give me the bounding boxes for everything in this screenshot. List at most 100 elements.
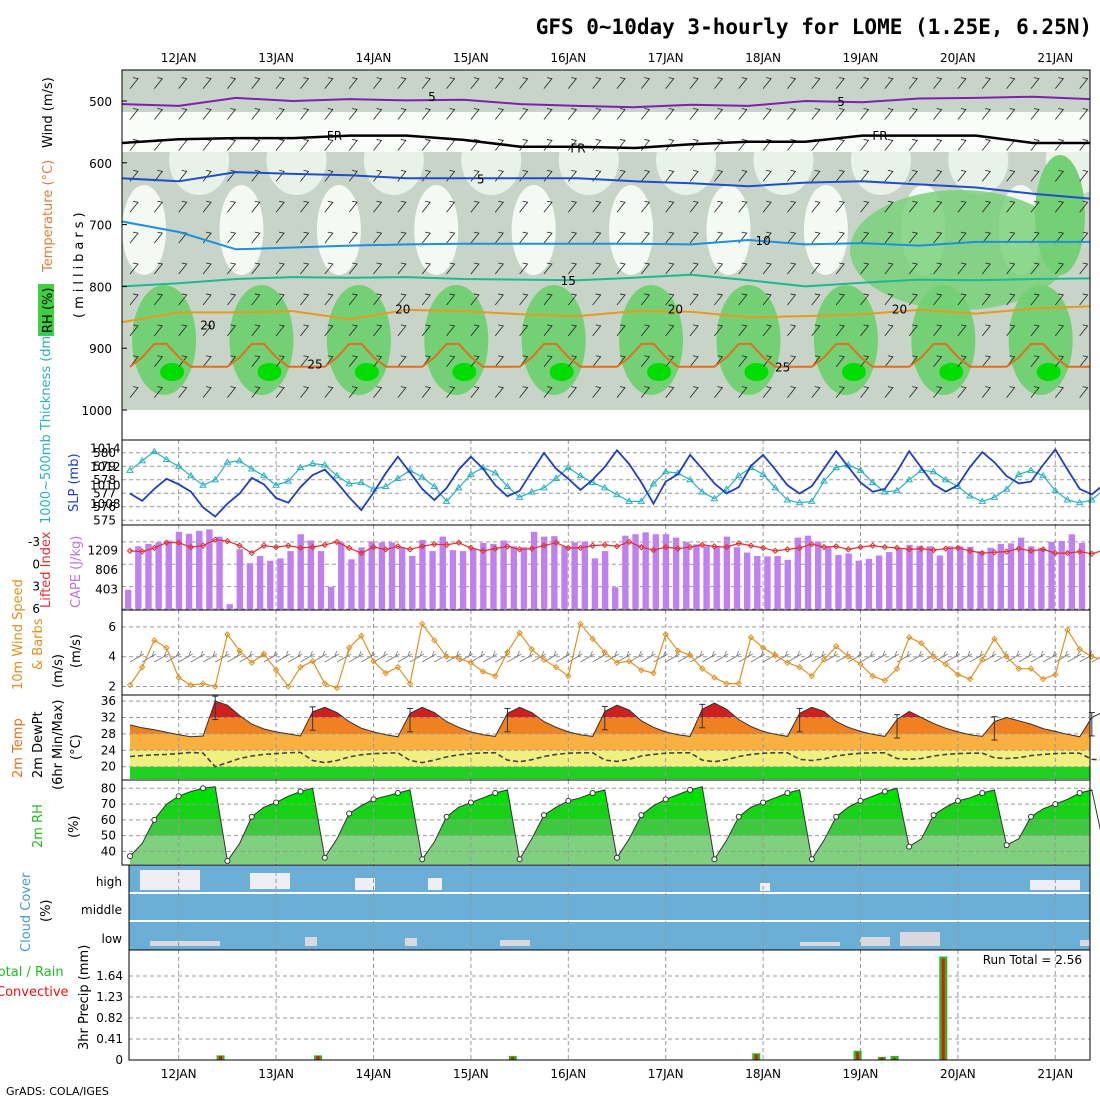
wind-barb bbox=[178, 386, 188, 398]
top-date-label: 17JAN bbox=[648, 51, 684, 65]
contour-label: FR bbox=[872, 129, 887, 143]
wind10m-point bbox=[674, 647, 682, 654]
wind-barb bbox=[251, 169, 261, 182]
contour-label: 20 bbox=[200, 319, 215, 333]
wind-barb bbox=[543, 77, 553, 89]
temperature-contour-line bbox=[122, 220, 1090, 251]
cape-bar bbox=[957, 546, 964, 609]
precip-unit-label: 3hr Precip (mm) bbox=[77, 945, 92, 1050]
wind-barb bbox=[787, 139, 797, 151]
wind-barb bbox=[421, 324, 431, 337]
wind-barb bbox=[933, 386, 943, 398]
wind10m-point bbox=[784, 659, 791, 666]
rh-dry-layer bbox=[122, 112, 1090, 152]
wind10m-barb bbox=[775, 650, 790, 663]
wind-barb bbox=[714, 386, 724, 398]
thickness-label: 1000~500mb Thickness (dm) bbox=[39, 331, 54, 524]
cape-bar bbox=[561, 546, 568, 609]
wind10m-barb bbox=[288, 650, 303, 663]
wind-barb bbox=[738, 386, 748, 398]
wind-barb bbox=[1030, 169, 1040, 182]
wind-barb bbox=[1079, 355, 1089, 367]
wind-barb bbox=[373, 262, 383, 275]
wind10m-barbs-label: (m/s) bbox=[51, 654, 66, 688]
cape-bar bbox=[145, 543, 152, 609]
wind-barb bbox=[202, 262, 212, 275]
wind-barb bbox=[933, 293, 943, 306]
rh-tick-label: 70 bbox=[101, 797, 116, 811]
wind-barb bbox=[738, 108, 748, 120]
lifted-index-point bbox=[443, 541, 450, 549]
wind-barb bbox=[227, 293, 237, 306]
wind-barb bbox=[494, 139, 504, 151]
rh-tick-label: 80 bbox=[101, 781, 116, 795]
wind10m-barb bbox=[872, 650, 887, 663]
wind-barb bbox=[616, 108, 626, 120]
cape-bar bbox=[967, 546, 974, 609]
wind-barb bbox=[178, 262, 188, 275]
wind10m-barb bbox=[616, 650, 632, 663]
wind-barb bbox=[251, 324, 261, 337]
wind-barb bbox=[494, 324, 504, 337]
wind-barb bbox=[373, 293, 383, 306]
wind-barb bbox=[348, 200, 358, 213]
thickness-tick-label: 578 bbox=[93, 473, 116, 487]
wind-barb bbox=[616, 293, 626, 306]
precip-tick-label: 0 bbox=[115, 1053, 123, 1067]
wind-barb bbox=[421, 108, 431, 120]
wind-barb bbox=[421, 386, 431, 398]
lifted-tick-label: 0 bbox=[32, 557, 40, 571]
wind-barb bbox=[275, 108, 285, 120]
wind-barb bbox=[348, 324, 358, 337]
thickness-point bbox=[698, 487, 707, 495]
wind-barb bbox=[251, 293, 261, 306]
wind10m-barb bbox=[458, 650, 473, 663]
wind-barb bbox=[446, 231, 456, 244]
wind-barb bbox=[665, 139, 675, 151]
wind-barb bbox=[470, 386, 480, 398]
thickness-point bbox=[454, 483, 463, 491]
wind-barb bbox=[494, 231, 504, 244]
wind10m-barb bbox=[361, 650, 376, 663]
wind10m-point bbox=[1052, 671, 1059, 678]
low-cloud-area bbox=[860, 937, 890, 946]
wind-barb bbox=[811, 200, 821, 213]
cape-tick-label: 1209 bbox=[87, 544, 118, 558]
wind10m-barb bbox=[422, 650, 437, 663]
thickness-point bbox=[320, 460, 329, 468]
cape-bar bbox=[175, 531, 183, 609]
lifted-index-point bbox=[966, 547, 974, 555]
wind-barb bbox=[933, 262, 943, 275]
wind10m-point bbox=[820, 656, 828, 663]
wind-barb bbox=[714, 169, 724, 182]
low-cloud-area bbox=[150, 941, 220, 946]
wind-barb bbox=[1054, 169, 1065, 182]
lifted-tick-label: -3 bbox=[28, 535, 40, 549]
wind-barb bbox=[1079, 108, 1089, 120]
wind10m-barb bbox=[129, 650, 145, 663]
wind10m-point bbox=[504, 649, 511, 656]
wind-barb bbox=[665, 200, 675, 213]
rh-point bbox=[419, 856, 426, 863]
wind-barb bbox=[227, 200, 237, 213]
cape-bar bbox=[683, 541, 690, 609]
temperature-contour-line bbox=[122, 171, 1090, 200]
wind10m-point bbox=[991, 635, 998, 643]
rh-point bbox=[565, 797, 572, 804]
wind-barb bbox=[884, 293, 894, 306]
temp-tick-label: 20 bbox=[101, 760, 116, 774]
wind-barb bbox=[397, 293, 407, 306]
wind-barb bbox=[129, 386, 139, 398]
wind-barb bbox=[154, 200, 164, 213]
high-cloud-area bbox=[428, 878, 442, 890]
thickness-point bbox=[333, 471, 341, 479]
temperature-label: Temperature (°C) bbox=[41, 160, 56, 273]
wind-barb bbox=[348, 77, 358, 89]
convective-precip-bar bbox=[511, 1056, 515, 1060]
lifted-index-point bbox=[638, 543, 645, 551]
cape-bar bbox=[886, 552, 893, 609]
bottom-date-label: 12JAN bbox=[161, 1067, 197, 1081]
lifted-index-point bbox=[662, 543, 669, 551]
cloud-middle-label: middle bbox=[81, 903, 122, 917]
high-cloud-area bbox=[1030, 880, 1080, 890]
